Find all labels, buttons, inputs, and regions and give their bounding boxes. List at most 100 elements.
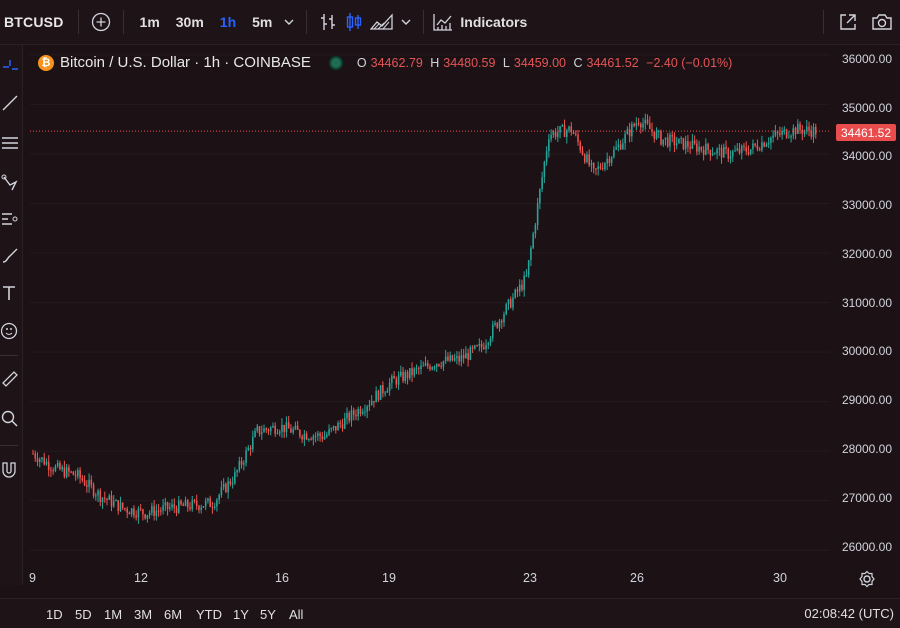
price-scale[interactable]: 36000.00 35000.00 34000.00 33000.00 3200… <box>830 45 900 585</box>
candle-body <box>675 143 678 146</box>
text-tool[interactable] <box>0 281 20 305</box>
candle-body <box>505 304 508 315</box>
candle-body <box>225 483 227 493</box>
interval-5m[interactable]: 5m <box>252 14 273 30</box>
range-all[interactable]: All <box>289 607 304 622</box>
screenshot-button[interactable] <box>864 7 900 37</box>
interval-1m[interactable]: 1m <box>139 14 160 30</box>
plus-circle-icon <box>91 12 110 32</box>
candle-body <box>783 129 786 132</box>
candle-body <box>743 145 745 148</box>
time-label: 12 <box>134 571 148 585</box>
range-1m[interactable]: 1M <box>104 607 123 622</box>
candle-body <box>186 500 189 508</box>
area-style-button[interactable] <box>367 7 397 37</box>
candle-body <box>552 131 555 135</box>
candle-body <box>433 367 436 369</box>
candle-body <box>781 131 783 135</box>
candle-body <box>727 148 730 159</box>
candle-body <box>516 289 519 292</box>
indicators-button[interactable]: Indicators <box>432 7 527 37</box>
candle-body <box>657 131 660 133</box>
candle-body <box>725 146 727 149</box>
candle-body <box>151 506 153 513</box>
candle-body <box>507 299 510 305</box>
candle-body <box>698 146 700 152</box>
range-1d[interactable]: 1D <box>46 607 63 622</box>
price-label: 28000.00 <box>841 442 892 456</box>
symbol-search[interactable]: BTCUSD <box>4 14 64 30</box>
market-status-icon[interactable] <box>328 55 343 70</box>
emoji-tool[interactable] <box>0 319 20 343</box>
candle-body <box>287 422 290 429</box>
candle-body <box>326 434 328 437</box>
candle-body <box>209 498 211 507</box>
candle-body <box>267 429 270 432</box>
candle-body <box>115 500 117 502</box>
candle-body <box>146 515 149 519</box>
range-6m[interactable]: 6M <box>164 607 183 622</box>
candle-body <box>417 368 420 370</box>
candle-body <box>377 390 380 400</box>
candle-body <box>164 502 167 506</box>
chart-type-dropdown-button[interactable] <box>397 7 415 37</box>
candle-body <box>498 320 501 328</box>
prediction-tool[interactable] <box>0 207 20 231</box>
ruler-tool[interactable] <box>0 367 20 391</box>
candle-body <box>801 129 804 134</box>
fib-tool[interactable] <box>0 131 20 155</box>
zoom-tool[interactable] <box>0 407 20 431</box>
candle-body <box>740 145 743 153</box>
candle-body <box>243 462 245 465</box>
candle-body <box>749 149 752 155</box>
candle-body <box>247 447 250 451</box>
candle-body <box>797 123 799 134</box>
interval-dropdown-button[interactable] <box>280 7 298 37</box>
text-icon <box>3 286 15 300</box>
candle-body <box>492 324 494 339</box>
candle-body <box>530 248 532 261</box>
candle-body <box>119 502 122 511</box>
candle-body <box>41 457 43 460</box>
interval-30m[interactable]: 30m <box>175 14 204 30</box>
brush-tool[interactable] <box>0 243 20 267</box>
candle-body <box>393 376 395 379</box>
pattern-tool[interactable] <box>0 171 20 195</box>
symbol-title[interactable]: Bitcoin / U.S. Dollar · 1h · COINBASE <box>60 54 311 71</box>
fullscreen-button[interactable] <box>832 7 864 37</box>
candle-body <box>785 129 788 138</box>
indicators-icon <box>433 14 453 31</box>
candle-body <box>148 512 151 516</box>
utc-clock[interactable]: 02:08:42 (UTC) <box>804 606 894 621</box>
crosshair-tool[interactable] <box>0 55 20 79</box>
price-label: 35000.00 <box>841 101 892 115</box>
chart-settings-icon[interactable] <box>858 570 876 588</box>
candle-body <box>101 497 104 503</box>
interval-1h[interactable]: 1h <box>219 14 237 30</box>
candle-body <box>272 425 274 428</box>
range-ytd[interactable]: YTD <box>196 607 222 622</box>
candle-body <box>409 368 411 379</box>
candles-style-button[interactable] <box>341 7 367 37</box>
candle-body <box>204 500 207 507</box>
compare-add-button[interactable] <box>87 7 115 37</box>
candle-body <box>649 123 651 130</box>
candle-body <box>554 131 557 137</box>
trendline-tool[interactable] <box>0 91 20 115</box>
range-3m[interactable]: 3M <box>134 607 153 622</box>
candle-body <box>103 497 106 499</box>
price-label: 29000.00 <box>841 393 892 407</box>
bars-style-button[interactable] <box>315 7 341 37</box>
range-1y[interactable]: 1Y <box>233 607 249 622</box>
range-5y[interactable]: 5Y <box>260 607 276 622</box>
candle-body <box>664 137 667 140</box>
candlestick-chart[interactable] <box>30 45 830 585</box>
candle-body <box>429 366 431 370</box>
candle-body <box>173 504 176 509</box>
open-value: 34462.79 <box>370 55 423 70</box>
magnet-tool[interactable] <box>0 458 20 482</box>
price-label: 27000.00 <box>841 491 892 505</box>
candle-body <box>597 166 599 170</box>
range-5d[interactable]: 5D <box>75 607 92 622</box>
last-price-tag: 34461.52 <box>836 124 896 141</box>
